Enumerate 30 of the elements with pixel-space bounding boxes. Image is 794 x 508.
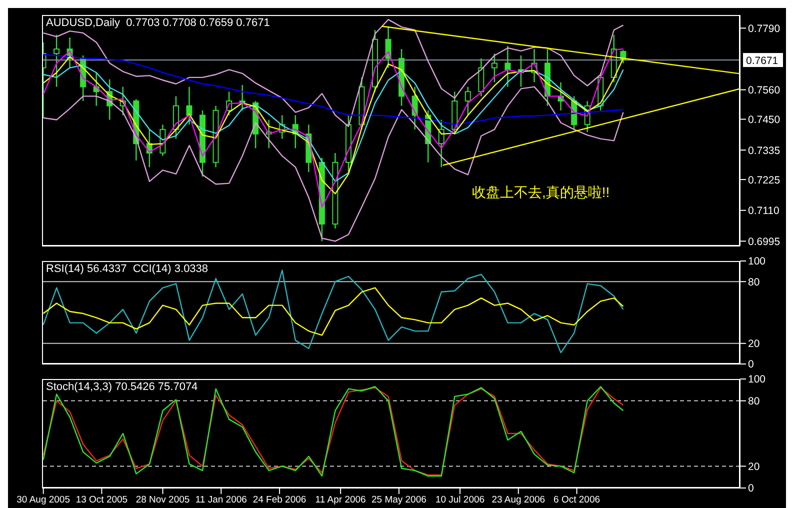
x-tick-label: 28 Nov 2005: [136, 494, 190, 506]
y-tick-label: 0.7110: [748, 205, 780, 218]
x-tick-label: 23 Aug 2006: [492, 494, 546, 506]
y-tick-label: 20: [748, 460, 760, 473]
y-tick-label: 100: [748, 256, 766, 268]
chart-title: Stoch(14,3,3) 70.5426 75.7074: [46, 381, 198, 393]
y-tick-label: 80: [748, 396, 760, 408]
annotation: 收盘上不去,真的悬啦!!: [472, 184, 610, 202]
chart-title: RSI(14) 56.4337 CCI(14) 3.0338: [46, 263, 208, 275]
y-tick-label: 80: [748, 276, 760, 288]
y-tick-label: 0.7790: [748, 22, 780, 35]
y-tick-label: 0.7560: [748, 84, 780, 96]
ref-line-label: 0.7671: [746, 55, 778, 68]
y-tick-label: 0.7225: [748, 174, 780, 186]
x-tick-label: 25 May 2006: [371, 494, 426, 506]
x-tick-label: 6 Oct 2006: [554, 494, 600, 506]
y-tick-label: 0: [748, 358, 754, 371]
y-tick-label: 0.7450: [748, 114, 780, 126]
y-tick-label: 0.6995: [748, 236, 780, 248]
y-tick-label: 100: [748, 374, 766, 386]
y-tick-label: 20: [748, 338, 760, 350]
x-tick-label: 30 Aug 2005: [16, 494, 70, 506]
chart-title: AUDUSD,Daily 0.7703 0.7708 0.7659 0.7671: [46, 17, 270, 29]
x-tick-label: 11 Apr 2006: [315, 494, 366, 506]
x-tick-label: 10 Jul 2006: [435, 494, 485, 506]
x-tick-label: 11 Jan 2006: [195, 494, 247, 506]
x-tick-label: 24 Feb 2006: [252, 494, 306, 506]
x-tick-label: 13 Oct 2005: [76, 494, 128, 506]
y-tick-label: 0: [748, 482, 754, 495]
y-tick-label: 0.7335: [748, 144, 780, 157]
